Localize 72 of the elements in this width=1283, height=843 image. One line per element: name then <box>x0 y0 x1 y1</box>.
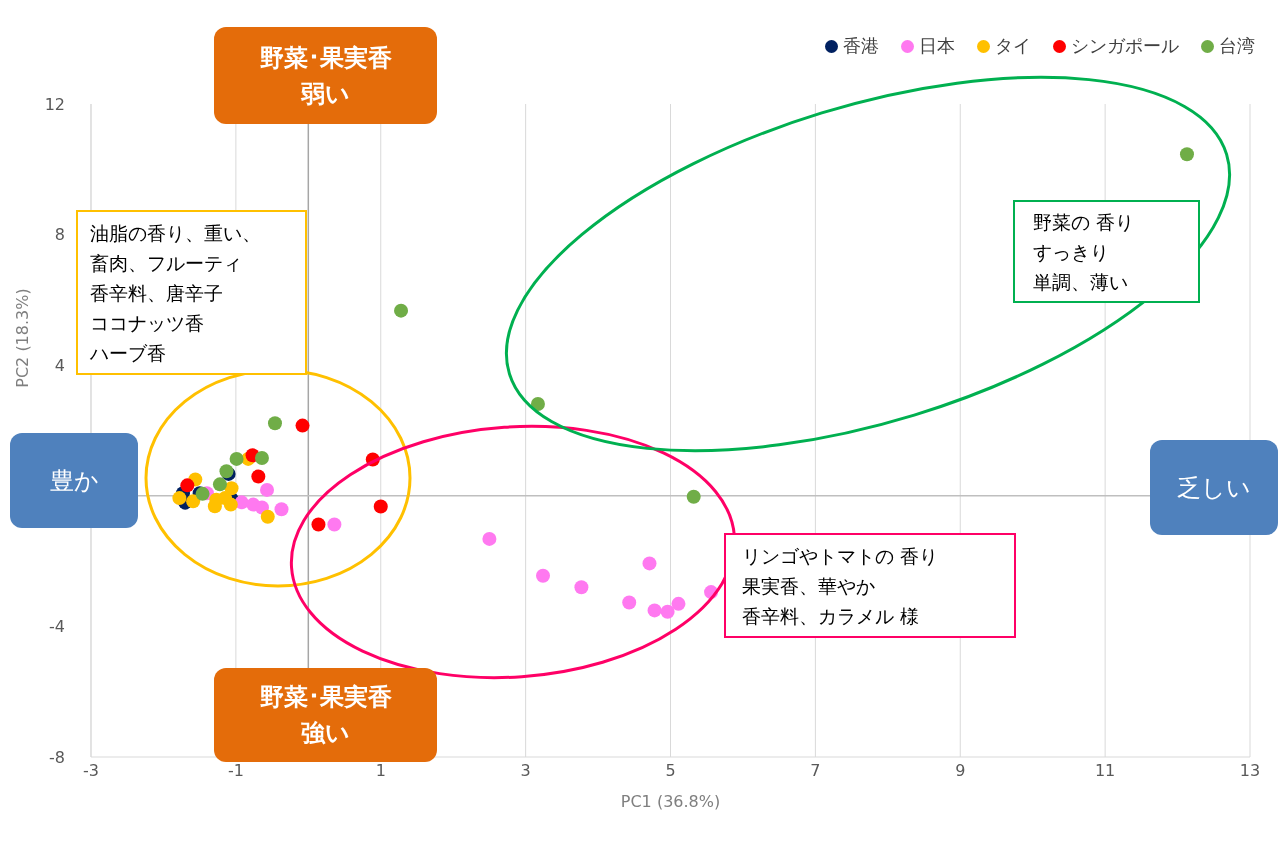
point <box>327 517 342 532</box>
point <box>212 477 227 492</box>
annotation: 弱い <box>301 78 350 110</box>
annotation: 野菜･果実香 <box>259 682 392 713</box>
label-box: 乏しい <box>1150 440 1278 535</box>
legend-label: 香港 <box>843 34 879 58</box>
point <box>660 604 675 619</box>
x-tick-label: 5 <box>665 761 676 781</box>
text-box: リンゴやトマトの 香り 果実香、華やか 香辛料、カラメル 様 <box>724 533 1016 638</box>
point <box>482 531 497 546</box>
point <box>180 478 195 493</box>
annotation: 香辛料、カラメル 様 <box>742 603 920 629</box>
point <box>622 595 637 610</box>
point <box>536 568 551 583</box>
x-axis-title: PC1 (36.8%) <box>620 792 721 811</box>
point <box>229 451 244 466</box>
x-tick-label: 3 <box>520 761 531 781</box>
point <box>671 596 686 611</box>
point <box>274 502 289 517</box>
annotation: 強い <box>301 718 350 749</box>
annotation: 香辛料、唐辛子 <box>90 280 223 306</box>
y-tick-label: -8 <box>49 747 65 767</box>
y-axis-title: PC2 (18.3%) <box>12 288 32 388</box>
annotation: ココナッツ香 <box>90 310 204 336</box>
annotation: 単調、薄い <box>1033 269 1128 295</box>
legend-label: 台湾 <box>1219 34 1255 58</box>
text-box: 野菜の 香り すっきり 単調、薄い <box>1013 200 1200 303</box>
point <box>254 450 269 465</box>
point <box>311 517 326 532</box>
point <box>260 482 275 497</box>
point <box>574 580 589 595</box>
legend-label: 日本 <box>919 34 955 58</box>
annotation: すっきり <box>1033 239 1109 265</box>
y-tick-label: 4 <box>54 355 65 375</box>
annotation: ハーブ香 <box>90 340 166 366</box>
x-tick-label: 11 <box>1094 761 1116 781</box>
y-tick-label: -4 <box>49 617 65 637</box>
y-tick-label: 8 <box>54 225 65 245</box>
legend-label: タイ <box>995 34 1031 58</box>
point <box>1179 147 1194 162</box>
annotation: 豊か <box>49 465 99 497</box>
point <box>267 416 282 431</box>
point <box>260 509 275 524</box>
label-box: 野菜･果実香 強い <box>214 668 437 762</box>
point <box>373 499 388 514</box>
y-tick-label: 12 <box>44 94 65 114</box>
annotation: 油脂の香り、重い、 <box>90 220 261 246</box>
point <box>218 491 233 506</box>
annotation: リンゴやトマトの 香り <box>742 543 939 569</box>
x-tick-label: -3 <box>83 761 99 781</box>
point <box>172 491 187 506</box>
x-tick-label: 1 <box>375 761 386 781</box>
annotation: 乏しい <box>1177 472 1251 504</box>
point <box>186 494 201 509</box>
label-box: 野菜･果実香 弱い <box>214 27 437 124</box>
point <box>686 489 701 504</box>
point <box>394 303 409 318</box>
point <box>530 397 545 412</box>
point <box>647 603 662 618</box>
annotation: 果実香、華やか <box>742 573 875 599</box>
annotation: 野菜の 香り <box>1033 209 1135 235</box>
x-tick-label: 7 <box>810 761 821 781</box>
annotation: 畜肉、フルーティ <box>90 250 242 276</box>
label-box: 豊か <box>10 433 138 528</box>
x-tick-label: 13 <box>1239 761 1261 781</box>
point <box>251 469 266 484</box>
point <box>642 556 657 571</box>
x-tick-label: -1 <box>227 761 244 781</box>
point <box>207 499 222 514</box>
point <box>295 418 310 433</box>
x-tick-label: 9 <box>955 761 966 781</box>
legend-label: シンガポール <box>1071 34 1179 58</box>
